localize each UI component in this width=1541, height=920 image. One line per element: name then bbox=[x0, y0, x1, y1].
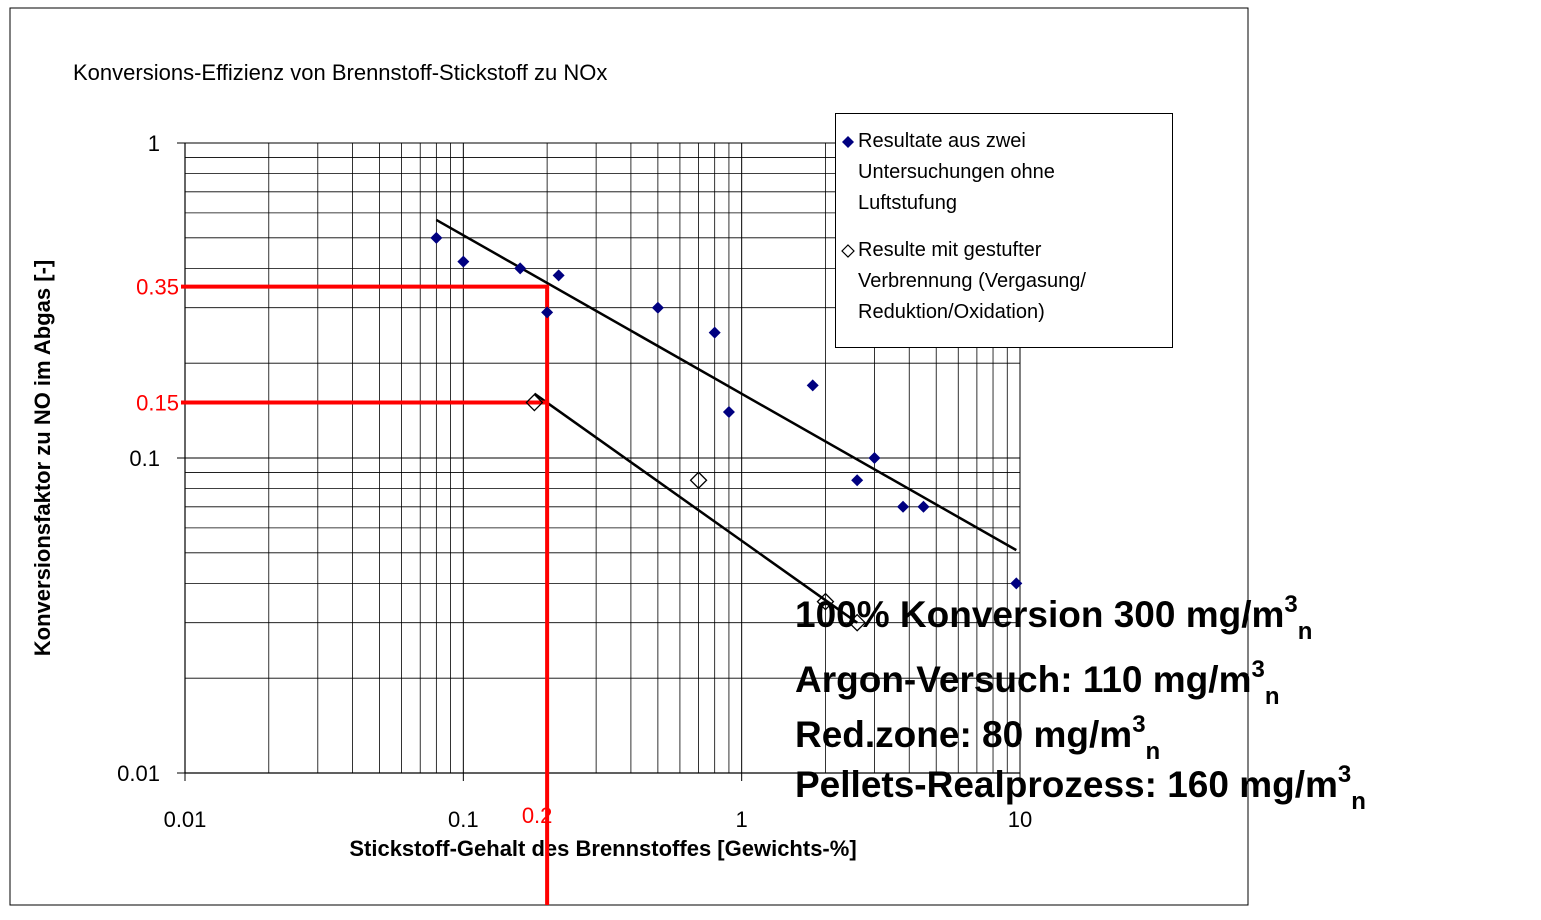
point bbox=[868, 452, 881, 464]
chart-title: Konversions-Effizienz von Brennstoff-Sti… bbox=[73, 60, 607, 85]
x-tick-label: 10 bbox=[1008, 807, 1032, 832]
y-tick-label: 0.01 bbox=[117, 761, 160, 786]
reference-x-label: 0.2 bbox=[522, 803, 553, 828]
trend-line bbox=[533, 392, 858, 624]
legend: Resultate aus zwei Untersuchungen ohne L… bbox=[835, 113, 1173, 348]
annotation-text: 100% Konversion 300 mg/m bbox=[795, 594, 1284, 635]
point bbox=[917, 500, 930, 513]
legend-label: Resultate aus zwei Untersuchungen ohne L… bbox=[858, 130, 1055, 214]
x-tick-label: 0.1 bbox=[448, 807, 479, 832]
annotation-sub: n bbox=[1146, 738, 1161, 765]
point bbox=[806, 379, 819, 392]
annotation: Argon-Versuch: 110 mg/m3n bbox=[795, 656, 1280, 710]
y-tick-label: 1 bbox=[148, 131, 160, 156]
chart-frame bbox=[9, 7, 1249, 906]
annotation-sub: n bbox=[1265, 683, 1280, 710]
legend-entry: Resultate aus zwei Untersuchungen ohne L… bbox=[842, 126, 1158, 219]
annotation: 100% Konversion 300 mg/m3n bbox=[795, 591, 1312, 645]
point bbox=[457, 255, 470, 268]
annotation-sup: 3 bbox=[1338, 761, 1351, 788]
y-axis-label: Konversionsfaktor zu NO im Abgas [-] bbox=[30, 260, 55, 656]
point bbox=[708, 326, 721, 339]
point bbox=[525, 393, 544, 412]
legend-entry: Resulte mit gestufter Verbrennung (Verga… bbox=[841, 235, 1158, 328]
legend-label: Resulte mit gestufter Verbrennung (Verga… bbox=[858, 239, 1086, 323]
point bbox=[430, 231, 443, 244]
point bbox=[851, 474, 864, 487]
point bbox=[541, 306, 554, 319]
annotation-sub: n bbox=[1351, 788, 1366, 815]
legend-marker bbox=[841, 244, 855, 258]
annotation-text: Pellets-Realprozess: 160 mg/m bbox=[795, 764, 1338, 805]
x-tick-label: 1 bbox=[736, 807, 748, 832]
y-tick-label: 0.1 bbox=[129, 446, 160, 471]
reference-y-label: 0.15 bbox=[136, 391, 179, 416]
annotation-sup: 3 bbox=[1251, 656, 1264, 683]
legend-symbol bbox=[841, 244, 855, 258]
point bbox=[848, 613, 867, 632]
point bbox=[514, 262, 527, 275]
reference-y-label: 0.35 bbox=[136, 275, 179, 300]
annotation-sup: 3 bbox=[1132, 711, 1145, 738]
annotation: Red.zone: 80 mg/m3n bbox=[795, 711, 1160, 765]
legend-marker bbox=[842, 136, 854, 148]
point bbox=[689, 471, 708, 490]
annotation-sup: 3 bbox=[1284, 591, 1297, 618]
point bbox=[816, 592, 835, 611]
annotation: Pellets-Realprozess: 160 mg/m3n bbox=[795, 761, 1366, 815]
legend-symbol bbox=[842, 136, 854, 148]
x-tick-label: 0.01 bbox=[164, 807, 207, 832]
point bbox=[651, 301, 664, 314]
trend-line bbox=[435, 218, 1017, 552]
annotation-sub: n bbox=[1298, 618, 1313, 645]
annotation-text: Red.zone: 80 mg/m bbox=[795, 714, 1132, 755]
annotation-text: Argon-Versuch: 110 mg/m bbox=[795, 659, 1251, 700]
point bbox=[897, 500, 910, 513]
x-axis-label: Stickstoff-Gehalt des Brennstoffes [Gewi… bbox=[349, 836, 856, 861]
point bbox=[722, 405, 735, 418]
point bbox=[1010, 577, 1023, 590]
point bbox=[552, 269, 565, 282]
